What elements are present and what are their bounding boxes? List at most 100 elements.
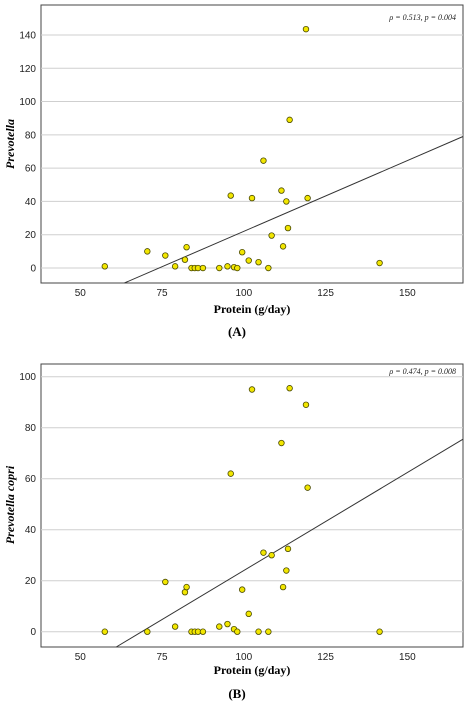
stat-annotation: ρ = 0.513, p = 0.004 [388,13,456,22]
scatter-point [245,257,252,264]
y-gridlines [41,34,463,269]
scatter-point [101,628,108,635]
x-tick-label: 125 [317,652,334,663]
y-tick-label: 140 [19,30,36,41]
scatter-point [302,401,310,408]
scatter-point [245,610,252,618]
scatter-point [227,192,234,199]
scatter-point [376,628,383,635]
fit-line [124,136,464,284]
y-axis-label: Prevotella copri [3,465,17,544]
scatter-point [255,258,262,266]
scatter-point [171,263,179,270]
y-tick-label: 20 [25,230,37,241]
scatter-point [248,194,256,202]
scatter-point [284,224,292,232]
scatter-point [268,552,275,559]
y-axis-label: Prevotella [3,119,17,169]
scatter-point [183,583,190,591]
chart-a-prevotella: 0 20 40 60 80 100 120 140 50 75 100 125 150 ρ = 0.5… [3,4,464,339]
scatter-point [183,244,190,251]
y-tick-label: 60 [25,164,37,175]
panel-label-b: (B) [228,686,245,701]
scatter-point [216,264,223,272]
scatter-point [278,439,285,447]
scatter-point [101,263,108,270]
x-tick-label: 75 [156,652,168,663]
scatter-point [265,264,272,272]
scatter-point [260,549,267,556]
fit-line-group [115,438,464,648]
x-axis-label: Protein (g/day) [214,663,291,677]
y-tick-label: 120 [19,64,36,75]
y-tick-label: 40 [25,197,37,208]
plot-frame [40,363,464,648]
x-axis-label: Protein (g/day) [214,302,291,316]
panel-label-a: (A) [228,324,246,339]
x-tick-labels: 50 75 100 125 150 [75,288,416,299]
stat-annotation: ρ = 0.474, p = 0.008 [388,367,456,376]
scatter-point [286,385,293,392]
scatter-point [144,628,151,635]
scatter-point [304,484,311,491]
scatter-point [284,545,292,553]
scatter-points [101,25,383,272]
scatter-point [304,194,311,202]
fit-line-group [124,136,464,284]
scatter-point [238,249,246,256]
y-tick-label: 40 [25,525,37,536]
scatter-point [279,243,287,250]
scatter-point [283,198,290,205]
scatter-point [162,252,169,259]
x-tick-label: 100 [235,288,252,299]
x-tick-label: 50 [75,288,87,299]
fit-line [115,438,464,648]
scatter-point [302,25,310,33]
y-tick-label: 20 [25,576,37,587]
y-tick-label: 80 [25,423,37,434]
y-tick-label: 60 [25,474,37,485]
scatter-point [279,583,287,591]
y-tick-label: 80 [25,130,37,141]
scatter-point [283,567,290,574]
scatter-point [255,628,262,635]
scatter-point [268,232,275,239]
scatter-point [199,264,207,272]
scatter-point [224,620,231,628]
y-tick-labels: 0 20 40 60 80 100 120 140 [19,30,36,274]
y-tick-label: 0 [30,264,36,275]
y-tick-label: 100 [19,97,36,108]
y-tick-label: 0 [30,627,36,638]
x-tick-label: 150 [399,288,416,299]
scatter-point [248,386,256,393]
scatter-point [171,623,179,630]
scatter-point [234,264,241,272]
y-tick-labels: 0 20 40 60 80 100 [19,372,36,638]
scatter-point [162,578,169,586]
x-tick-label: 150 [399,652,416,663]
scatter-point [181,256,189,263]
scatter-points [101,385,383,635]
chart-b-prevotella-copri: 0 20 40 60 80 100 50 75 100 125 150 ρ = 0.474, p … [3,363,464,701]
scatter-point [265,628,272,635]
x-tick-label: 50 [75,652,87,663]
scatter-point [286,116,293,124]
scatter-point [260,157,267,164]
scatter-point [224,263,231,270]
x-tick-label: 75 [156,288,168,299]
y-tick-label: 100 [19,372,36,383]
x-tick-labels: 50 75 100 125 150 [75,652,416,663]
y-gridlines [41,376,463,633]
x-tick-label: 100 [235,652,252,663]
scatter-point [234,628,241,635]
scatter-point [199,628,207,635]
scatter-point [376,259,383,267]
scatter-point [216,623,223,630]
plot-frame [40,4,464,284]
x-tick-label: 125 [317,288,334,299]
scatter-point [278,187,285,194]
scatter-point [144,248,151,255]
scatter-point [238,586,246,593]
scatter-point [227,470,234,477]
